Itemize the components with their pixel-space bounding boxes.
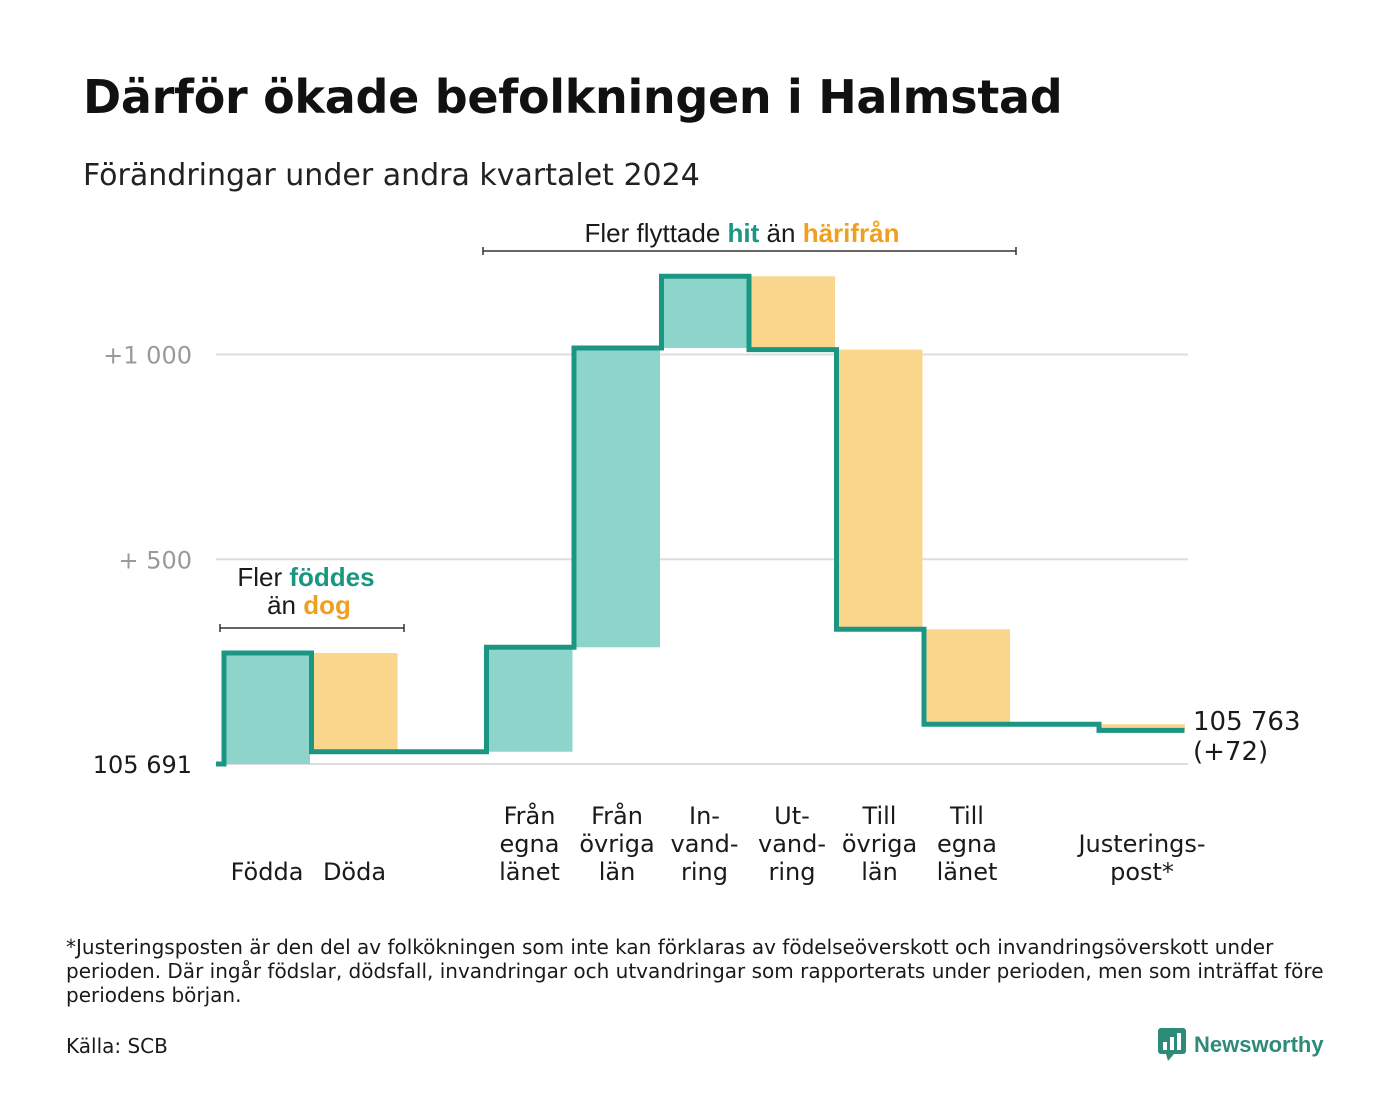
- category-label: övriga: [842, 830, 917, 858]
- cumulative-step-line: [216, 273, 1185, 767]
- category-label: övriga: [579, 830, 654, 858]
- category-label: post*: [1110, 858, 1174, 886]
- category-label: vand-: [758, 830, 826, 858]
- category-label: vand-: [670, 830, 738, 858]
- annotation-births-bracket: [219, 624, 405, 632]
- waterfall-bar: [311, 653, 398, 752]
- chart-title: Därför ökade befolkningen i Halmstad: [83, 70, 1063, 124]
- waterfall-bar: [486, 647, 573, 752]
- waterfall-bar: [749, 276, 835, 350]
- category-label: Från: [504, 801, 556, 830]
- category-label: län: [861, 858, 898, 886]
- annotation-migration-bracket: [482, 247, 1017, 255]
- logo-name: Newsworthy: [1194, 1032, 1324, 1057]
- category-label: länet: [937, 858, 998, 886]
- waterfall-bar: [924, 629, 1010, 725]
- brand-logo: Newsworthy: [1158, 1028, 1324, 1062]
- end-value-label: 105 763: [1193, 707, 1301, 737]
- baseline-label: 105 691: [93, 751, 192, 779]
- category-label: Till: [949, 802, 984, 830]
- end-value-label: (+72): [1193, 737, 1268, 767]
- category-label: Justerings-: [1076, 830, 1205, 858]
- category-label: Födda: [231, 858, 304, 886]
- footnote: *Justeringsposten är den del av folkökni…: [66, 935, 1324, 1007]
- category-label: ring: [769, 858, 816, 886]
- waterfall-bar: [224, 653, 310, 764]
- bar-chart-bubble-icon: [1158, 1028, 1186, 1061]
- y-tick-label: +1 000: [103, 342, 192, 370]
- category-label: Ut-: [774, 802, 810, 830]
- category-label: länet: [499, 858, 560, 886]
- category-label: egna: [500, 830, 560, 858]
- waterfall-bar: [661, 276, 748, 348]
- category-label: ring: [681, 858, 728, 886]
- source-note: Källa: SCB: [66, 1034, 168, 1058]
- category-label: Från: [591, 801, 643, 830]
- waterfall-bar: [1099, 724, 1185, 731]
- annotation-migration: Fler flyttade hit än härifrån: [584, 218, 899, 248]
- y-tick-label: + 500: [118, 546, 192, 574]
- category-label: egna: [937, 830, 997, 858]
- category-label: In-: [689, 802, 720, 830]
- category-label: Till: [862, 802, 897, 830]
- category-label: län: [599, 858, 636, 886]
- category-label: Döda: [323, 858, 386, 886]
- waterfall-bar: [574, 347, 660, 648]
- chart-subtitle: Förändringar under andra kvartalet 2024: [83, 158, 700, 193]
- annotation-births-line1: Fler föddes: [237, 562, 374, 592]
- annotation-births-line2: än dog: [267, 590, 351, 620]
- waterfall-bar: [836, 349, 923, 630]
